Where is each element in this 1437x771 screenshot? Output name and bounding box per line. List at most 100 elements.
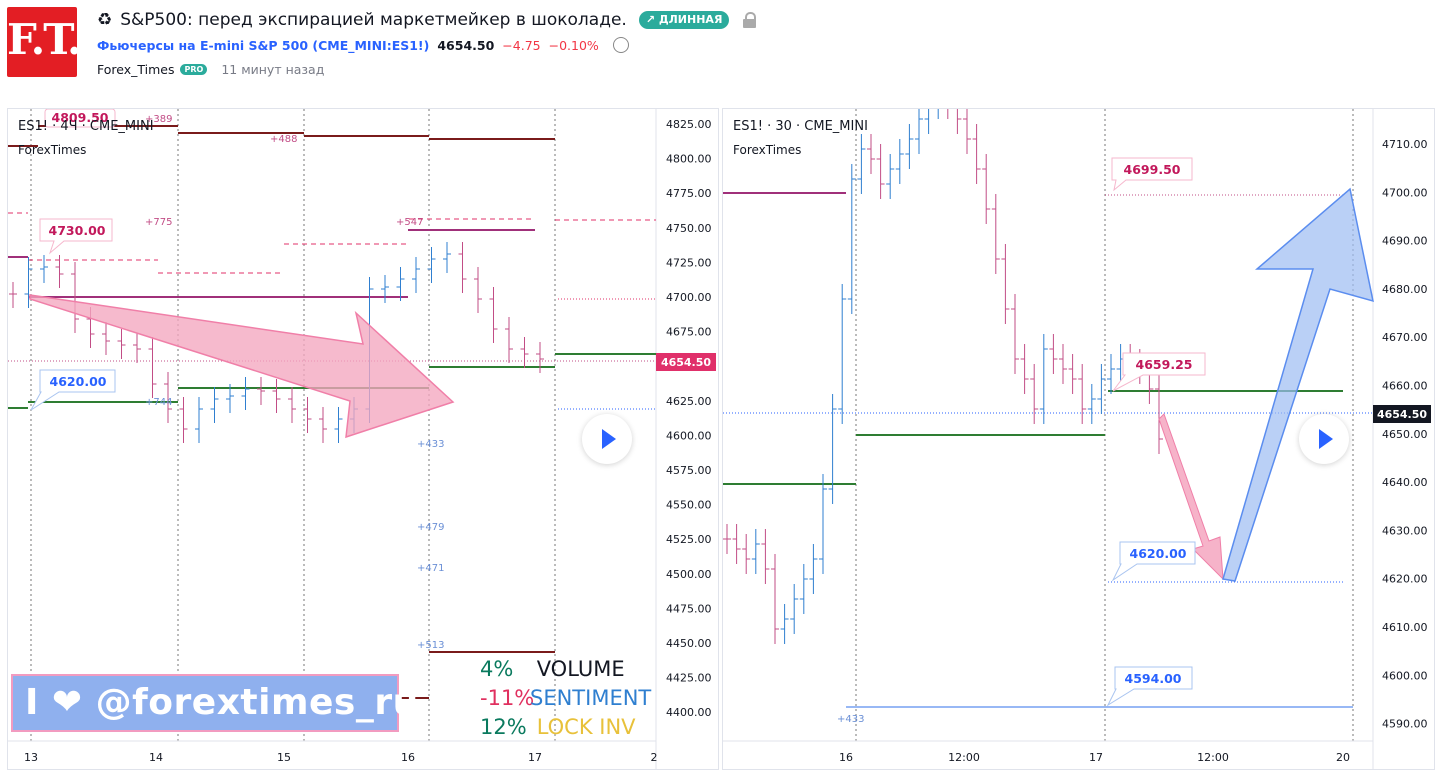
time-label: 17 bbox=[528, 751, 542, 764]
price-axis-label: 4620.00 bbox=[1382, 573, 1428, 586]
stat-volume-pct: 4% bbox=[480, 657, 514, 681]
callout-4730-label: 4730.00 bbox=[49, 223, 106, 238]
stat-volume: 4% VOLUME bbox=[480, 655, 651, 684]
legend-source: ForexTimes bbox=[733, 143, 802, 157]
callout-4699: 4699.50 bbox=[1111, 157, 1193, 192]
chart-left-4h[interactable]: 4809.50 4730.00 4620.00 +389 +488 +775 +… bbox=[7, 108, 719, 770]
current-price-tag bbox=[656, 353, 716, 371]
alarm-clock-icon[interactable] bbox=[612, 37, 629, 53]
vol-label: +479 bbox=[417, 522, 444, 533]
play-button[interactable] bbox=[582, 414, 632, 464]
price-axis-label: 4710.00 bbox=[1382, 138, 1428, 151]
callout-4809-label: 4809.50 bbox=[52, 110, 109, 125]
price-axis-label: 4500.00 bbox=[666, 568, 712, 581]
legend-symbol[interactable]: ES1! · 30 · CME_MINI bbox=[733, 119, 868, 134]
price-axis-label: 4630.00 bbox=[1382, 524, 1428, 537]
time-label: 14 bbox=[149, 751, 163, 764]
symbol-row: Фьючерсы на E-mini S&P 500 (CME_MINI:ES1… bbox=[97, 37, 629, 53]
price-axis-label: 4640.00 bbox=[1382, 476, 1428, 489]
idea-title: S&P500: перед экспирацией маркетмейкер в… bbox=[120, 10, 627, 30]
title-row: ♻ S&P500: перед экспирацией маркетмейкер… bbox=[97, 8, 757, 32]
callout-4594: 4594.00 bbox=[1106, 666, 1193, 707]
author-name[interactable]: Forex_Times bbox=[97, 62, 175, 77]
callout-4594-label: 4594.00 bbox=[1125, 671, 1182, 686]
stat-sentiment: -11%SENTIMENT bbox=[480, 684, 651, 713]
price-axis-label: 4660.00 bbox=[1382, 380, 1428, 393]
time-label: 15 bbox=[277, 751, 291, 764]
price-axis-label: 4650.00 bbox=[1382, 428, 1428, 441]
idea-header: F.T. ♻ S&P500: перед экспирацией маркетм… bbox=[0, 0, 1437, 100]
price-axis-label: 4775.00 bbox=[666, 187, 712, 200]
lock-icon bbox=[743, 12, 757, 28]
vol-label: +513 bbox=[417, 640, 444, 651]
symbol-link[interactable]: Фьючерсы на E-mini S&P 500 (CME_MINI:ES1… bbox=[97, 37, 430, 53]
callout-4730: 4730.00 bbox=[39, 218, 113, 255]
stat-lockinv: 12% LOCK INV bbox=[480, 713, 651, 742]
price-axis-label: 4425.00 bbox=[666, 672, 712, 685]
callout-4620: 4620.00 bbox=[30, 369, 116, 411]
price-change-pct: −0.10% bbox=[548, 37, 599, 53]
legend-symbol[interactable]: ES1! · 4Ч · CME_MINI bbox=[18, 119, 154, 134]
stat-sentiment-pct: -11% bbox=[480, 686, 535, 710]
price-axis-label: 4400.00 bbox=[666, 706, 712, 719]
time-label: 2 bbox=[651, 751, 658, 764]
price-axis-label: 4600.00 bbox=[1382, 669, 1428, 682]
price-axis-label: 4525.00 bbox=[666, 533, 712, 546]
bearish-arrow-small bbox=[1158, 413, 1224, 581]
price-axis-label: 4825.00 bbox=[666, 118, 712, 131]
price-axis-label: 4800.00 bbox=[666, 153, 712, 166]
price-axis-label: 4690.00 bbox=[1382, 235, 1428, 248]
play-button[interactable] bbox=[1299, 414, 1349, 464]
current-price-tag-label: 4654.50 bbox=[1377, 408, 1427, 421]
stat-lockinv-pct: 12% bbox=[480, 715, 527, 739]
vol-label: +547 bbox=[396, 217, 423, 228]
time-label: 12:00 bbox=[1197, 751, 1229, 764]
time-label: 20 bbox=[1336, 751, 1350, 764]
legend-source: ForexTimes bbox=[18, 143, 87, 157]
bearish-arrow bbox=[29, 294, 455, 439]
time-label: 12:00 bbox=[948, 751, 980, 764]
price-change: −4.75 bbox=[502, 37, 541, 53]
last-price: 4654.50 bbox=[437, 37, 495, 53]
price-axis-label: 4575.00 bbox=[666, 464, 712, 477]
time-label: 17 bbox=[1089, 751, 1103, 764]
price-axis-label: 4670.00 bbox=[1382, 331, 1428, 344]
forextimes-logo[interactable]: F.T. bbox=[7, 7, 82, 77]
price-axis-label: 4700.00 bbox=[1382, 186, 1428, 199]
price-axis-label: 4750.00 bbox=[666, 222, 712, 235]
price-axis-label: 4590.00 bbox=[1382, 718, 1428, 731]
callout-4620-r-label: 4620.00 bbox=[1130, 546, 1187, 561]
author-row: Forex_Times PRO 11 минут назад bbox=[97, 62, 324, 77]
current-price-tag-label: 4654.50 bbox=[661, 356, 711, 369]
stats-overlay: 4% VOLUME -11%SENTIMENT 12% LOCK INV bbox=[480, 655, 651, 742]
price-axis-label: 4725.00 bbox=[666, 256, 712, 269]
vol-label: +433 bbox=[417, 439, 444, 450]
price-axis-label: 4450.00 bbox=[666, 637, 712, 650]
price-axis-label: 4700.00 bbox=[666, 291, 712, 304]
stat-volume-label: VOLUME bbox=[536, 657, 625, 681]
current-price-tag bbox=[1373, 405, 1431, 423]
vol-label: +433 bbox=[837, 714, 864, 725]
vol-label: +471 bbox=[417, 563, 444, 574]
callout-4620-label: 4620.00 bbox=[50, 374, 107, 389]
price-axis-label: 4625.00 bbox=[666, 395, 712, 408]
time-label: 16 bbox=[401, 751, 415, 764]
time-label: 13 bbox=[24, 751, 38, 764]
callout-4620: 4620.00 bbox=[1111, 541, 1196, 582]
recycle-icon: ♻ bbox=[97, 10, 113, 30]
price-axis-label: 4550.00 bbox=[666, 499, 712, 512]
callout-4659-label: 4659.25 bbox=[1136, 357, 1193, 372]
pro-badge: PRO bbox=[180, 64, 208, 75]
stat-lockinv-label: LOCK INV bbox=[536, 715, 636, 739]
callout-4809: 4809.50 bbox=[44, 109, 116, 128]
promo-banner: I ❤ @forextimes_ru bbox=[11, 674, 418, 732]
callout-4699-label: 4699.50 bbox=[1124, 162, 1181, 177]
vol-label: +744 bbox=[145, 397, 172, 408]
chart-right-canvas: 4699.50 4659.25 4620.00 4594.00 +433 471… bbox=[723, 109, 1431, 769]
price-axis-label: 4675.00 bbox=[666, 326, 712, 339]
vol-label: +775 bbox=[145, 217, 172, 228]
bullish-arrow bbox=[1222, 187, 1374, 582]
chart-right-30m[interactable]: 4699.50 4659.25 4620.00 4594.00 +433 471… bbox=[722, 108, 1435, 770]
time-label: 16 bbox=[839, 751, 853, 764]
logo-text: F.T. bbox=[7, 15, 82, 64]
